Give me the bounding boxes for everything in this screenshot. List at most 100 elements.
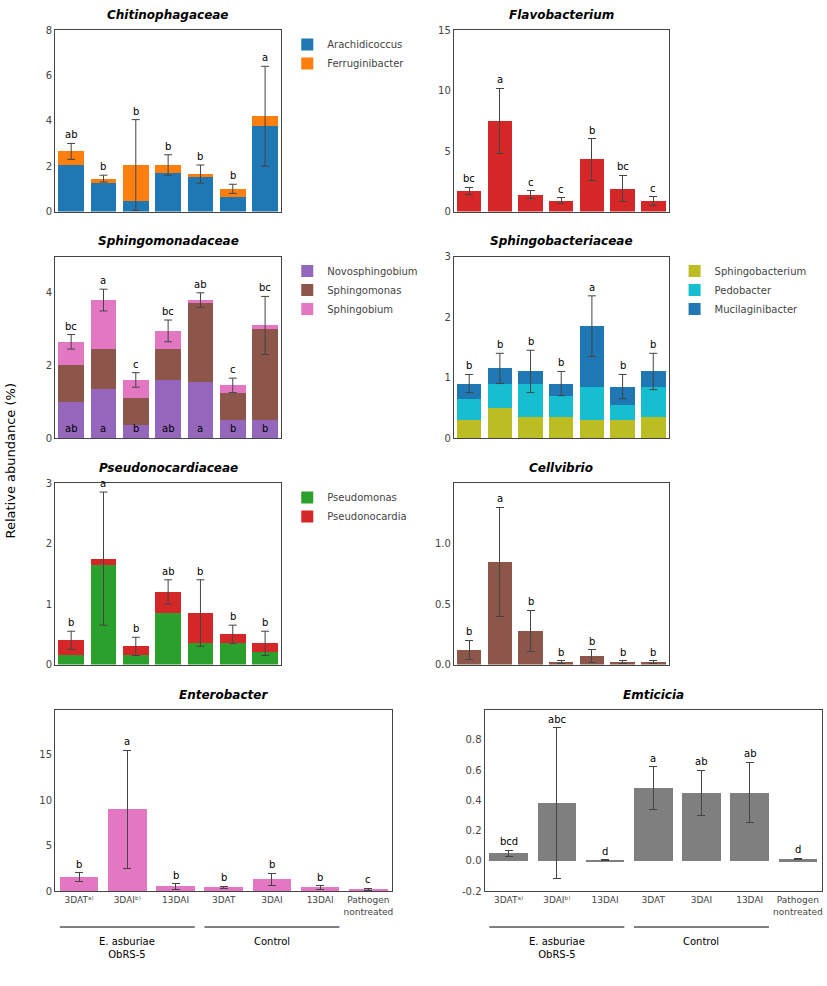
svg-text:b: b — [100, 161, 106, 172]
svg-text:5: 5 — [444, 146, 450, 157]
svg-text:c: c — [528, 177, 534, 188]
svg-text:b: b — [230, 611, 236, 622]
svg-text:ab: ab — [65, 129, 77, 140]
svg-text:Control: Control — [254, 936, 290, 947]
svg-text:Arachidicoccus: Arachidicoccus — [327, 39, 402, 50]
svg-text:b: b — [589, 125, 595, 136]
svg-text:a: a — [100, 478, 106, 489]
svg-text:0.2: 0.2 — [466, 825, 482, 836]
svg-text:Novosphingobium: Novosphingobium — [327, 266, 417, 277]
svg-text:13DAI: 13DAI — [736, 895, 763, 905]
svg-text:15: 15 — [438, 25, 451, 36]
svg-text:c: c — [558, 184, 564, 195]
svg-text:c: c — [230, 364, 236, 375]
svg-text:b: b — [466, 626, 472, 637]
svg-text:0: 0 — [444, 206, 450, 217]
svg-text:ab: ab — [744, 748, 756, 759]
svg-text:Sphingobium: Sphingobium — [327, 304, 393, 315]
svg-text:3DAI: 3DAI — [691, 895, 712, 905]
svg-text:b: b — [269, 859, 275, 870]
svg-text:Pathogennontreated: Pathogennontreated — [773, 895, 823, 917]
svg-text:b: b — [466, 360, 472, 371]
svg-text:8: 8 — [46, 25, 52, 36]
svg-text:b: b — [76, 859, 82, 870]
svg-text:ab: ab — [65, 423, 77, 434]
svg-text:Sphingobacterium: Sphingobacterium — [715, 266, 807, 277]
svg-text:d: d — [795, 844, 801, 855]
svg-text:bc: bc — [65, 321, 77, 332]
svg-text:1.0: 1.0 — [435, 538, 451, 549]
svg-text:b: b — [620, 647, 626, 658]
svg-text:-0.2: -0.2 — [462, 886, 482, 897]
svg-text:bc: bc — [259, 282, 271, 293]
svg-text:a: a — [497, 493, 503, 504]
svg-text:c: c — [133, 359, 139, 370]
svg-text:bc: bc — [617, 161, 629, 172]
svg-text:bc: bc — [162, 306, 174, 317]
svg-text:b: b — [558, 357, 564, 368]
svg-text:1: 1 — [46, 599, 52, 610]
svg-text:Flavobacterium: Flavobacterium — [509, 8, 614, 22]
svg-text:Pseudonocardia: Pseudonocardia — [327, 511, 406, 522]
svg-text:0: 0 — [444, 433, 450, 444]
svg-text:Pedobacter: Pedobacter — [715, 285, 772, 296]
svg-text:Pseudonocardiaceae: Pseudonocardiaceae — [99, 461, 238, 475]
svg-text:b: b — [528, 596, 534, 607]
svg-text:Pseudomonas: Pseudomonas — [327, 492, 397, 503]
svg-text:b: b — [165, 141, 171, 152]
svg-text:Sphingomonadaceae: Sphingomonadaceae — [98, 234, 239, 248]
svg-text:a: a — [124, 736, 130, 747]
svg-text:13DAI: 13DAI — [307, 895, 334, 905]
svg-text:0.0: 0.0 — [435, 659, 451, 670]
svg-text:0.8: 0.8 — [466, 734, 482, 745]
svg-text:b: b — [620, 360, 626, 371]
svg-text:a: a — [497, 74, 503, 85]
svg-text:0.0: 0.0 — [466, 855, 482, 866]
svg-text:0.5: 0.5 — [435, 599, 451, 610]
svg-text:Pathogennontreated: Pathogennontreated — [343, 895, 393, 917]
svg-text:b: b — [262, 423, 268, 434]
svg-text:3: 3 — [444, 251, 450, 262]
svg-text:3DAI: 3DAI — [261, 895, 282, 905]
svg-text:2: 2 — [46, 360, 52, 371]
svg-text:b: b — [317, 872, 323, 883]
svg-text:13DAI: 13DAI — [592, 895, 619, 905]
svg-text:0: 0 — [46, 659, 52, 670]
svg-text:2: 2 — [444, 312, 450, 323]
svg-text:abc: abc — [548, 714, 566, 725]
svg-text:10: 10 — [39, 795, 52, 806]
svg-text:b: b — [230, 170, 236, 181]
svg-text:4: 4 — [46, 287, 52, 298]
svg-text:2: 2 — [46, 538, 52, 549]
svg-text:2: 2 — [46, 161, 52, 172]
svg-text:a: a — [100, 423, 106, 434]
svg-text:b: b — [589, 636, 595, 647]
svg-text:Control: Control — [683, 936, 719, 947]
svg-text:bc: bc — [463, 173, 475, 184]
svg-text:Sphingobacteriaceae: Sphingobacteriaceae — [490, 234, 633, 248]
svg-text:3: 3 — [46, 478, 52, 489]
svg-text:E. asburiaeObRS-5: E. asburiaeObRS-5 — [99, 936, 155, 960]
svg-text:b: b — [133, 106, 139, 117]
svg-text:1: 1 — [444, 372, 450, 383]
svg-text:b: b — [528, 336, 534, 347]
svg-text:Mucilaginibacter: Mucilaginibacter — [715, 304, 798, 315]
svg-text:a: a — [100, 275, 106, 286]
svg-text:b: b — [497, 339, 503, 350]
svg-text:a: a — [650, 753, 656, 764]
svg-text:ab: ab — [162, 423, 174, 434]
svg-text:b: b — [650, 339, 656, 350]
svg-text:0: 0 — [46, 206, 52, 217]
svg-text:4: 4 — [46, 115, 52, 126]
svg-text:b: b — [173, 870, 179, 881]
svg-text:5: 5 — [46, 840, 52, 851]
svg-text:Emticicia: Emticicia — [623, 688, 684, 702]
svg-text:ab: ab — [695, 756, 707, 767]
svg-text:b: b — [133, 623, 139, 634]
svg-text:b: b — [133, 423, 139, 434]
svg-text:a: a — [262, 52, 268, 63]
svg-text:6: 6 — [46, 70, 52, 81]
svg-text:d: d — [602, 846, 608, 857]
svg-text:b: b — [197, 151, 203, 162]
svg-text:3DATᵃ⁾: 3DATᵃ⁾ — [494, 895, 523, 905]
